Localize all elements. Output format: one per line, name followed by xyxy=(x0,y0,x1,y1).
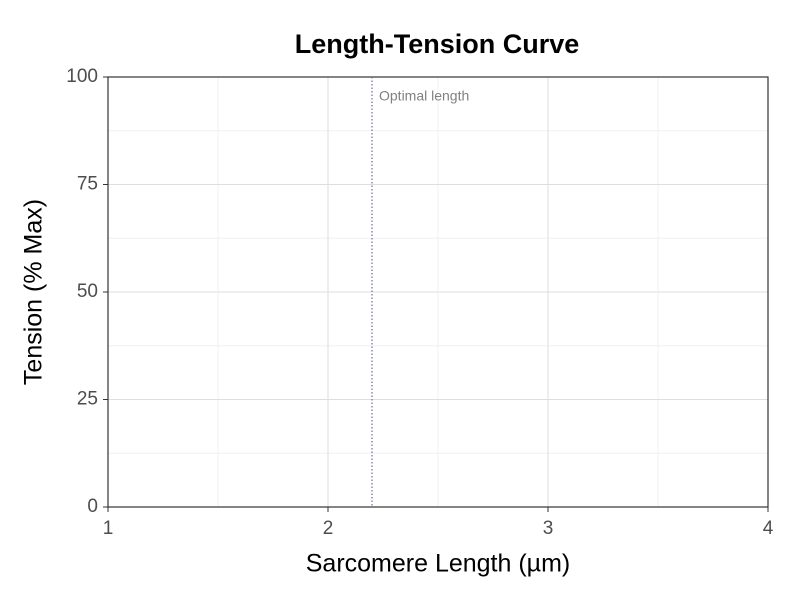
y-tick-label: 25 xyxy=(77,389,98,410)
x-tick-label: 1 xyxy=(103,518,114,539)
x-tick-label: 2 xyxy=(323,518,334,539)
x-tick-label: 4 xyxy=(763,518,774,539)
y-tick-label: 100 xyxy=(66,66,98,87)
y-tick-label: 75 xyxy=(77,174,98,195)
y-tick-label: 0 xyxy=(87,496,98,517)
y-axis-label: Tension (% Max) xyxy=(20,199,48,385)
chart-title: Length-Tension Curve xyxy=(295,29,580,59)
plot-border xyxy=(107,76,769,508)
y-tick-label: 50 xyxy=(77,281,98,302)
x-axis-label: Sarcomere Length (µm) xyxy=(306,550,571,578)
reference-label: Optimal length xyxy=(379,88,469,104)
x-tick-label: 3 xyxy=(543,518,554,539)
